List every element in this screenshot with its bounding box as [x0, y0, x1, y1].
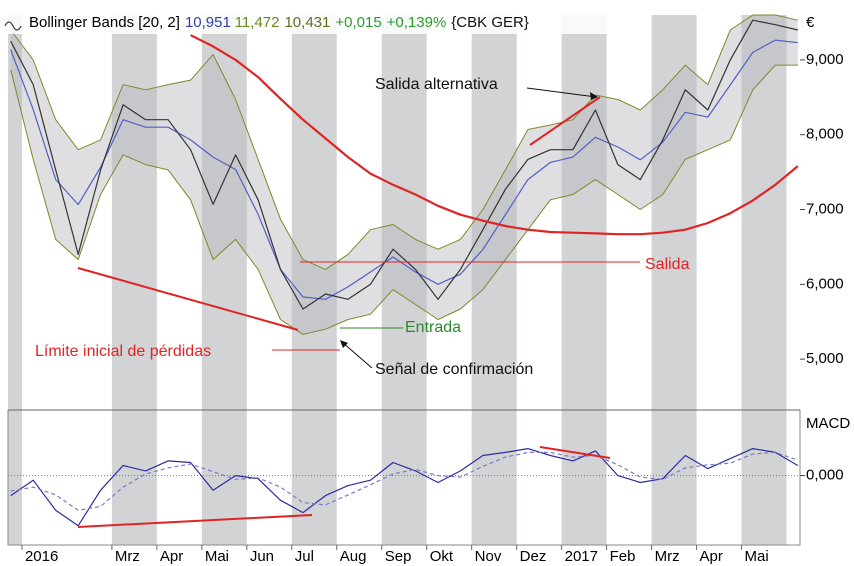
y-tick-label: 5,000 [806, 350, 844, 367]
trend-line [77, 514, 313, 528]
readout: 10,951 [185, 14, 231, 31]
arrow [526, 87, 597, 98]
series-line [10, 448, 799, 527]
y-tick-label: 7,000 [806, 200, 844, 217]
trend-line [77, 267, 299, 331]
band-area [10, 15, 798, 335]
y2-tick-label: 0,000 [806, 467, 844, 484]
header-bg [2, 12, 626, 34]
x-tick-label: Sep [385, 548, 412, 565]
series-line [190, 34, 799, 236]
month-shade [741, 15, 787, 545]
series-line [10, 451, 798, 511]
y-tick-label: 8,000 [806, 126, 844, 143]
arrow-head [590, 92, 598, 100]
x-tick-label: Mai [205, 548, 229, 565]
series-line [10, 64, 798, 335]
annotation: Salida alternativa [375, 76, 498, 93]
x-tick-label: Mai [745, 548, 769, 565]
x-tick-label: Mrz [655, 548, 680, 565]
month-shade [561, 15, 607, 545]
readout: {CBK GER} [451, 14, 529, 31]
plot [8, 14, 800, 527]
trend-line [529, 96, 601, 146]
y-tick-label: 6,000 [806, 275, 844, 292]
annotation: Señal de confirmación [375, 361, 533, 378]
series-line [10, 14, 798, 270]
x-tick-label: Okt [430, 548, 454, 565]
y-unit: € [806, 14, 815, 31]
series-line [10, 19, 798, 310]
x-tick-label: Apr [160, 548, 183, 565]
indicator-icon [4, 21, 22, 31]
month-shade [381, 15, 427, 545]
macd-label: MACD [806, 415, 850, 432]
x-tick-label: Jul [295, 548, 314, 565]
x-tick-label: Jun [250, 548, 274, 565]
annotation: Límite inicial de pérdidas [35, 343, 211, 360]
readout: +0,139% [387, 14, 447, 31]
month-shade [8, 15, 22, 545]
x-tick-label: Dez [520, 548, 547, 565]
x-tick-label: Aug [340, 548, 367, 565]
x-tick-label: 2017 [565, 548, 598, 565]
month-shade [651, 15, 697, 545]
x-tick-label: Feb [610, 548, 636, 565]
readout: 11,472 [235, 14, 280, 31]
annotation: Salida [645, 256, 690, 273]
y-tick-label: 9,000 [806, 51, 844, 68]
indicator-title: Bollinger Bands [20, 2] [29, 14, 180, 31]
annotation: Entrada [405, 319, 461, 336]
month-shade [291, 15, 337, 545]
readout: 10,431 [284, 14, 330, 31]
trend-line [539, 446, 611, 459]
readout: +0,015 [335, 14, 381, 31]
x-tick-label: Apr [700, 548, 723, 565]
x-tick-label: Mrz [115, 548, 140, 565]
month-shade [471, 15, 517, 545]
arrow-head [340, 340, 348, 348]
header: Bollinger Bands [20, 2] 10,951 11,472 10,43… [29, 14, 529, 31]
month-shade [201, 15, 247, 545]
series-line [10, 39, 798, 300]
x-tick-label: 2016 [25, 548, 58, 565]
arrow [341, 341, 373, 369]
x-tick-label: Nov [475, 548, 502, 565]
